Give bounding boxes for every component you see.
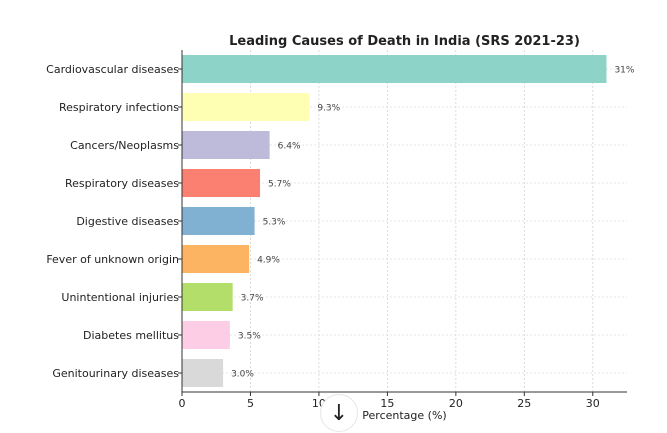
- y-tick-label: Unintentional injuries: [61, 291, 179, 304]
- y-tick-label: Cardiovascular diseases: [46, 63, 179, 76]
- bar: [182, 93, 310, 121]
- bar: [182, 359, 224, 387]
- data-label: 5.3%: [263, 218, 286, 228]
- y-tick-label: Digestive diseases: [76, 215, 179, 228]
- y-tick-label: Respiratory diseases: [65, 177, 179, 190]
- scroll-down-button[interactable]: ↓: [320, 394, 358, 432]
- data-label: 5.7%: [268, 180, 291, 190]
- y-tick-label: Diabetes mellitus: [83, 329, 179, 342]
- x-tick-label: 0: [179, 397, 186, 410]
- bar: [182, 55, 607, 83]
- x-axis-label: Percentage (%): [362, 409, 446, 422]
- x-tick-label: 20: [449, 397, 463, 410]
- data-label: 3.5%: [238, 332, 261, 342]
- data-label: 3.7%: [241, 294, 264, 304]
- data-label: 4.9%: [257, 256, 280, 266]
- bar: [182, 207, 255, 235]
- x-tick-label: 25: [517, 397, 531, 410]
- y-tick-label: Respiratory infections: [59, 101, 179, 114]
- data-label: 9.3%: [317, 104, 340, 114]
- x-tick-label: 30: [586, 397, 600, 410]
- y-tick-label: Cancers/Neoplasms: [70, 139, 179, 152]
- y-tick-label: Fever of unknown origin: [46, 253, 179, 266]
- data-label: 6.4%: [278, 142, 301, 152]
- data-label: 31%: [614, 66, 634, 76]
- bar: [182, 245, 250, 273]
- bar: [182, 131, 270, 159]
- bar: [182, 169, 261, 197]
- x-tick-label: 15: [380, 397, 394, 410]
- chart-title: Leading Causes of Death in India (SRS 20…: [229, 34, 580, 49]
- bar: [182, 283, 233, 311]
- x-tick-label: 5: [247, 397, 254, 410]
- arrow-down-icon: ↓: [329, 400, 349, 426]
- data-label: 3.0%: [231, 370, 254, 380]
- bar: [182, 321, 230, 349]
- y-tick-label: Genitourinary diseases: [52, 367, 179, 380]
